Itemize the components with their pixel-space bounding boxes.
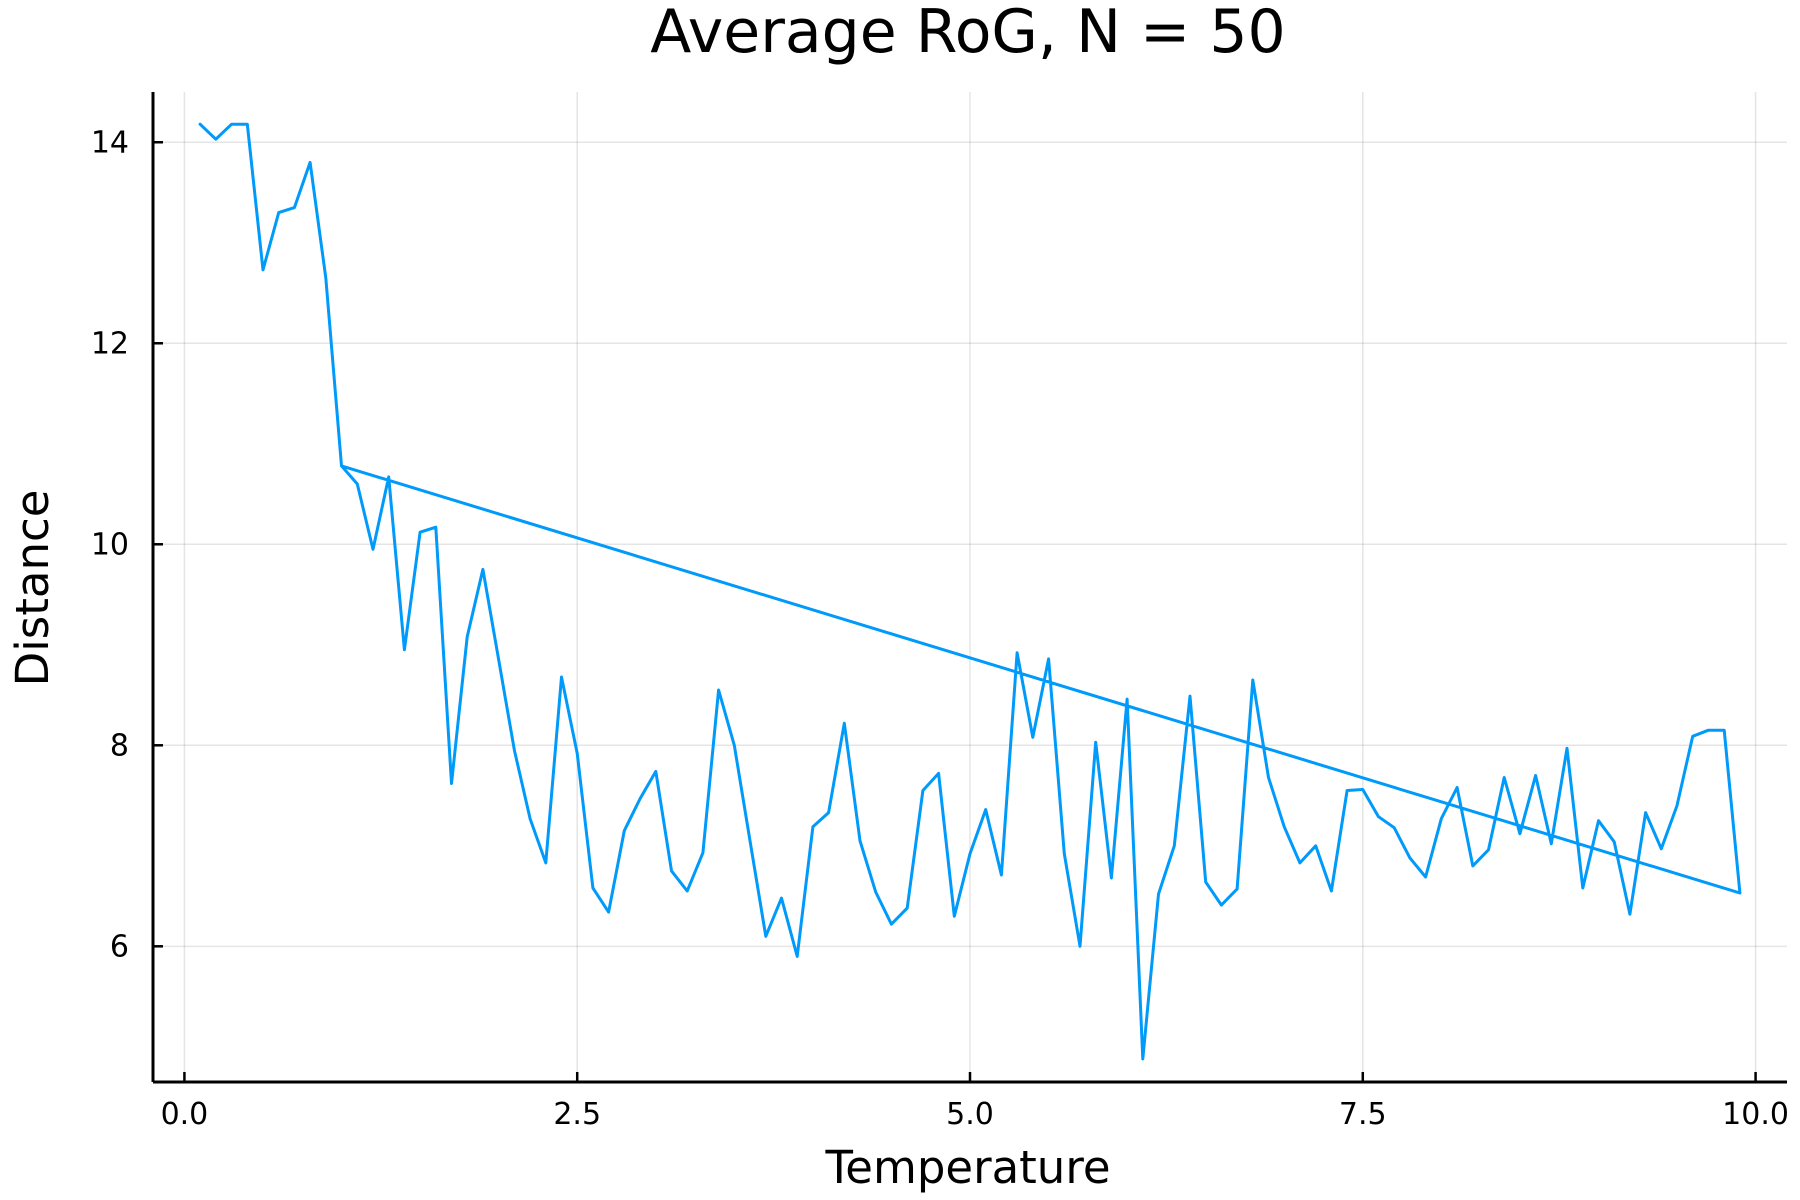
y-tick-label: 10 — [91, 527, 129, 562]
x-tick-label: 5.0 — [946, 1097, 994, 1132]
x-tick-label: 7.5 — [1339, 1097, 1387, 1132]
y-tick-label: 14 — [91, 125, 129, 160]
ticks-layer: 0.0 2.5 5.0 7.5 10.0 6 8 10 12 14 — [91, 125, 1789, 1132]
series-line-y1 — [198, 122, 1742, 1061]
series-layer — [198, 122, 1742, 1061]
x-axis-label: Temperature — [824, 1141, 1110, 1194]
x-tick-label: 0.0 — [161, 1097, 209, 1132]
y-tick-label: 6 — [110, 929, 129, 964]
chart-title: Average RoG, N = 50 — [650, 0, 1285, 67]
grid-layer — [153, 92, 1787, 1082]
x-tick-label: 10.0 — [1722, 1097, 1789, 1132]
y-axis-label: Distance — [6, 490, 59, 687]
x-tick-label: 2.5 — [553, 1097, 601, 1132]
y-tick-label: 12 — [91, 326, 129, 361]
y-tick-label: 8 — [110, 728, 129, 763]
